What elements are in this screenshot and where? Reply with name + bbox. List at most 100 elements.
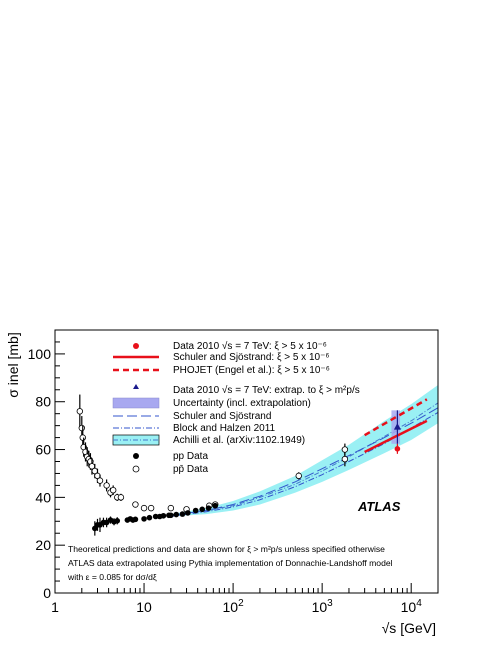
pp-marker (192, 507, 199, 514)
pp-marker (146, 514, 153, 521)
pp-point (114, 517, 121, 525)
y-tick-label: 40 (35, 489, 51, 505)
x-tick-label: 102 (223, 598, 245, 615)
ppbar-marker (117, 494, 125, 501)
pp-marker (179, 511, 186, 517)
legend-text-schuler: Schuler and Sjöstrand (173, 411, 271, 422)
pp-marker (160, 512, 167, 519)
pp-point (168, 512, 174, 519)
legend-marker-pp (133, 453, 139, 459)
pp-marker (199, 506, 206, 513)
pp-marker (114, 517, 121, 524)
x-tick-label: 104 (401, 598, 423, 615)
legend-entry-ppbar: pp̄ Data (132, 464, 208, 475)
ppbar-marker (76, 408, 84, 415)
legend-text-achilli: Achilli et al. (arXiv:1102.1949) (173, 435, 305, 446)
ppbar-marker (140, 504, 148, 512)
pp-point (199, 506, 206, 513)
axis-layer: 0 20 40 60 80 100 1 10 102 103 104 (28, 329, 439, 615)
achilli-band-layer (170, 384, 439, 517)
data-point-layer (76, 394, 401, 536)
ppbar-marker (78, 424, 86, 432)
y-tick-label: 60 (35, 442, 51, 458)
ppbar-point (341, 451, 349, 467)
legend-text-atlas-xi: Data 2010 √s = 7 TeV: ξ > 5 x 10⁻⁶ (173, 340, 327, 352)
footnote-line-1: Theoretical predictions and data are sho… (68, 544, 385, 554)
legend-marker-atlas-xi (133, 343, 139, 349)
legend-text-ppbar: pp̄ Data (173, 464, 208, 475)
legend-text-uncertainty: Uncertainty (incl. extrapolation) (173, 398, 311, 409)
achilli-curve (170, 402, 439, 516)
x-axis-label: √s [GeV] (382, 620, 436, 636)
y-tick-label: 100 (28, 346, 52, 362)
ppbar-point (132, 501, 139, 508)
pp-marker (132, 516, 139, 523)
pp-point (146, 514, 153, 521)
ppbar-marker (147, 504, 155, 512)
footnote-line-3: with ε = 0.085 for dσ/dξ (67, 572, 157, 582)
pp-marker (152, 513, 159, 520)
legend: Data 2010 √s = 7 TeV: ξ > 5 x 10⁻⁶ Schul… (112, 340, 360, 475)
ppbar-marker (103, 482, 110, 489)
legend-entry-block: Block and Halzen 2011 (113, 423, 276, 434)
pp-marker (185, 510, 191, 516)
x-tick-label: 1 (51, 599, 59, 615)
legend-entry-atlas-xi: Data 2010 √s = 7 TeV: ξ > 5 x 10⁻⁶ (133, 340, 327, 352)
ppbar-marker (341, 455, 349, 463)
ppbar-point (96, 474, 104, 487)
ppbar-point (167, 504, 175, 512)
pp-point (173, 511, 180, 518)
pp-point (212, 502, 219, 509)
x-tick-exponent: 4 (416, 598, 422, 609)
pp-point (152, 513, 159, 520)
x-tick-exponent: 2 (238, 598, 244, 609)
ppbar-marker (109, 486, 117, 494)
ppbar-point (295, 472, 302, 480)
ppbar-point (76, 394, 84, 429)
legend-entry-achilli: Achilli et al. (arXiv:1102.1949) (112, 434, 305, 446)
pp-marker (168, 512, 174, 519)
ppbar-point (109, 485, 117, 495)
legend-text-phojet-xi: PHOJET (Engel et al.): ξ > 5 x 10⁻⁶ (173, 365, 330, 376)
pp-point (185, 510, 191, 516)
legend-box-uncertainty (112, 397, 160, 409)
legend-entry-schuler: Schuler and Sjöstrand (113, 411, 271, 422)
legend-entry-uncertainty: Uncertainty (incl. extrapolation) (112, 397, 311, 409)
experiment-label: ATLAS (357, 499, 401, 514)
y-axis-label: σ inel [mb] (5, 332, 21, 397)
pp-point (141, 516, 147, 522)
legend-text-pp: pp Data (173, 451, 208, 462)
pp-point (192, 507, 199, 514)
y-tick-label: 0 (43, 585, 51, 601)
footnote-line-2: ATLAS data extrapolated using Pythia imp… (68, 558, 393, 568)
phojet-xi-line (364, 398, 428, 437)
legend-entry-atlas-extrap: Data 2010 √s = 7 TeV: extrap. to ξ > m²p… (133, 384, 360, 396)
pp-point (205, 505, 212, 511)
pp-marker (205, 505, 212, 511)
pp-marker (212, 502, 219, 509)
legend-text-atlas-extrap: Data 2010 √s = 7 TeV: extrap. to ξ > m²p… (173, 384, 360, 396)
y-tick-label: 80 (35, 394, 51, 410)
legend-entry-schuler-xi: Schuler and Sjöstrand: ξ > 5 x 10⁻⁶ (113, 352, 329, 363)
ppbar-point (140, 504, 148, 512)
footnote: Theoretical predictions and data are sho… (67, 544, 393, 582)
ppbar-marker (96, 477, 104, 484)
ppbar-marker (341, 446, 349, 453)
legend-entry-pp: pp Data (133, 451, 208, 462)
legend-marker-atlas-extrap (133, 384, 139, 389)
x-tick-label: 10 (136, 599, 152, 615)
atlas-extrap-marker (393, 423, 401, 430)
ppbar-point (103, 479, 110, 492)
pp-marker (141, 516, 147, 522)
ppbar-point (117, 493, 125, 501)
achilli-band (170, 384, 439, 517)
legend-text-schuler-xi: Schuler and Sjöstrand: ξ > 5 x 10⁻⁶ (173, 352, 329, 363)
ppbar-point (147, 504, 155, 512)
ppbar-marker (79, 434, 86, 441)
legend-entry-phojet-xi: PHOJET (Engel et al.): ξ > 5 x 10⁻⁶ (113, 365, 330, 376)
ppbar-marker (132, 501, 139, 508)
legend-text-block: Block and Halzen 2011 (173, 423, 276, 434)
atlas-xi-point (394, 443, 401, 454)
ppbar-marker (167, 504, 175, 512)
